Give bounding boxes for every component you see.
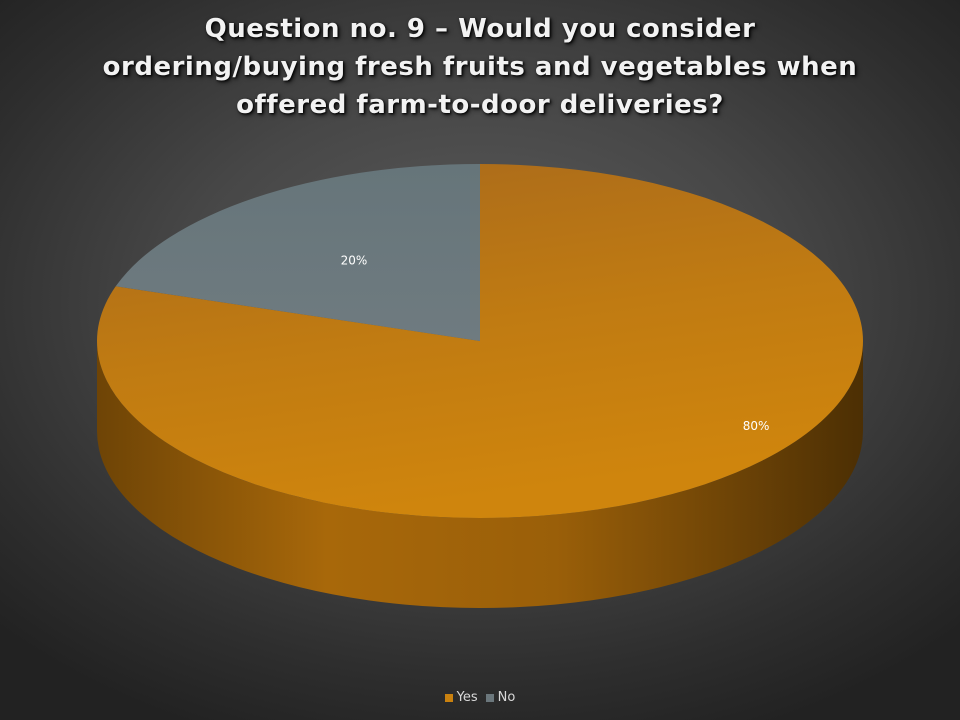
legend-item-yes: Yes [444, 690, 478, 705]
legend-label-no: No [497, 690, 516, 705]
chart-title-line-3: offered farm-to-door deliveries? [236, 90, 724, 120]
data-label-no: 20% [341, 253, 368, 267]
legend-item-no: No [485, 690, 516, 705]
legend: Yes No [0, 690, 960, 705]
pie-slice-no [115, 164, 480, 341]
chart-title: Question no. 9 – Would you consider orde… [80, 10, 880, 124]
chart-title-line-1: Question no. 9 – Would you consider [204, 14, 756, 44]
legend-label-yes: Yes [456, 690, 478, 705]
pie-side-wall-yes [97, 341, 863, 608]
pie-data-labels: 80% 20% [341, 253, 770, 433]
legend-swatch-yes [444, 693, 453, 702]
data-label-yes: 80% [743, 419, 770, 433]
chart-title-line-2: ordering/buying fresh fruits and vegetab… [102, 52, 858, 82]
legend-swatch-no [485, 693, 494, 702]
pie-slices [97, 164, 863, 608]
pie-slice-yes [97, 164, 863, 518]
